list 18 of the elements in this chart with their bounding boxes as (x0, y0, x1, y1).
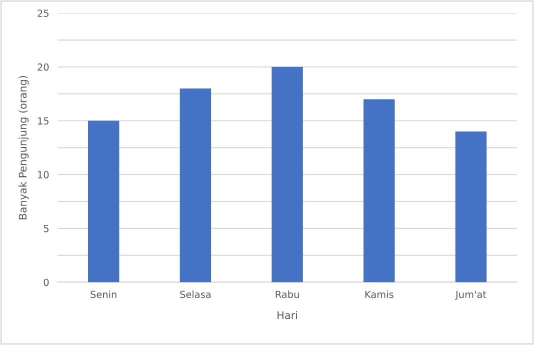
bar (180, 88, 212, 282)
x-tick-label: Senin (90, 290, 116, 298)
y-axis-title: Banyak Pengunjung (orang) (18, 76, 29, 220)
y-tick-label: 5 (44, 224, 48, 232)
x-tick-label: Jum'at (455, 290, 486, 300)
bar (455, 132, 487, 282)
y-tick-label: 0 (44, 278, 49, 286)
bar (272, 66, 303, 282)
x-axis-title: Hari (278, 311, 298, 320)
bar (88, 120, 120, 282)
x-tick-label: Rabu (276, 290, 299, 298)
bar (364, 99, 395, 282)
y-tick-label: 15 (38, 117, 48, 125)
x-tick-label: Kamis (365, 290, 394, 298)
x-tick-label: Selasa (180, 290, 210, 298)
y-tick-label: 25 (38, 10, 48, 17)
y-tick-label: 20 (38, 63, 49, 71)
y-tick-label: 10 (38, 171, 49, 178)
